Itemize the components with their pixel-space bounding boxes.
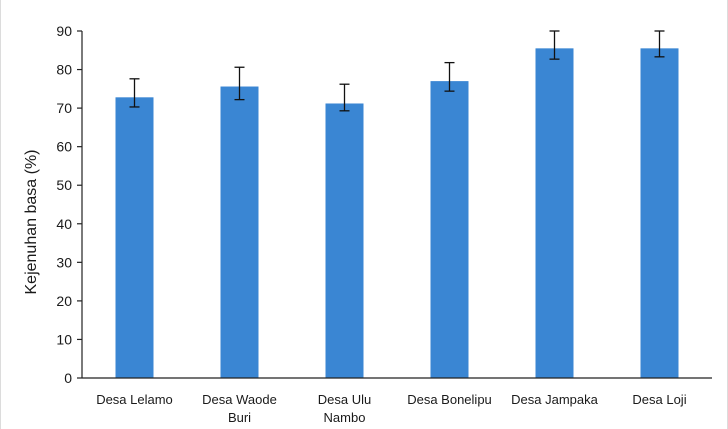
bar xyxy=(535,48,574,378)
x-tick-label: Desa Bonelipu xyxy=(407,392,492,407)
bar xyxy=(430,81,469,378)
error-bar xyxy=(549,30,560,60)
error-bar xyxy=(339,83,350,112)
x-tick-label: Nambo xyxy=(324,410,366,425)
x-tick-label: Desa Ulu xyxy=(318,392,371,407)
x-tick-label: Buri xyxy=(228,410,251,425)
error-bar xyxy=(129,78,140,108)
y-tick-label: 80 xyxy=(56,62,72,78)
y-axis-title: Kejenuhan basa (%) xyxy=(23,150,40,295)
error-bar xyxy=(444,61,455,92)
y-tick-label: 30 xyxy=(56,254,72,270)
y-tick-label: 10 xyxy=(56,331,72,347)
x-tick-label: Desa Jampaka xyxy=(511,392,598,407)
figure-border-left xyxy=(0,0,1,429)
y-tick-label: 40 xyxy=(56,216,72,232)
bar xyxy=(115,97,154,378)
error-bar xyxy=(234,66,245,101)
bar xyxy=(220,86,259,379)
y-tick-label: 50 xyxy=(56,177,72,193)
y-tick-label: 90 xyxy=(56,23,72,39)
error-bar xyxy=(654,30,665,58)
x-tick-label: Desa Waode xyxy=(202,392,277,407)
bar xyxy=(640,48,679,378)
x-tick-label: Desa Lelamo xyxy=(96,392,173,407)
y-tick-label: 70 xyxy=(56,100,72,116)
bar xyxy=(325,103,364,379)
x-tick-label: Desa Loji xyxy=(632,392,686,407)
y-tick-label: 0 xyxy=(64,370,72,386)
y-tick-label: 20 xyxy=(56,293,72,309)
y-tick-label: 60 xyxy=(56,139,72,155)
